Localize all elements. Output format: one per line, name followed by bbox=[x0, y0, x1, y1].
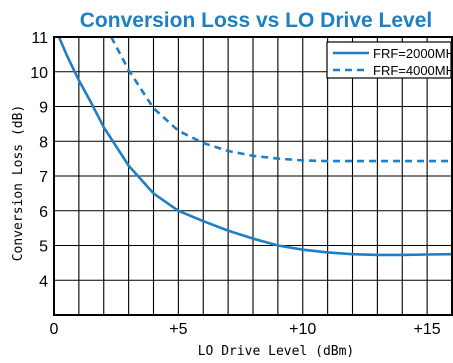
y-tick-label: 5 bbox=[39, 239, 48, 256]
plot-frame bbox=[53, 36, 453, 316]
series-group bbox=[57, 36, 453, 257]
grid bbox=[54, 37, 452, 315]
y-tick-label: 6 bbox=[39, 204, 48, 221]
y-tick-label: 7 bbox=[39, 169, 48, 186]
y-tick-labels: 4 5 6 7 8 9 10 11 bbox=[30, 30, 48, 290]
chart-title: Conversion Loss vs LO Drive Level bbox=[80, 9, 432, 32]
y-tick-label: 10 bbox=[30, 65, 48, 82]
series-line-1 bbox=[57, 36, 453, 257]
x-tick-label: +5 bbox=[169, 321, 187, 338]
y-tick-label: 11 bbox=[31, 30, 48, 47]
y-tick-label: 4 bbox=[39, 273, 48, 290]
legend-label-series-2: FRF=4000MHz bbox=[373, 63, 453, 78]
legend: FRF=2000MHz FRF=4000MHz bbox=[326, 41, 453, 79]
x-axis-label: LO Drive Level (dBm) bbox=[198, 344, 355, 359]
y-tick-label: 9 bbox=[39, 100, 48, 117]
x-tick-label: 0 bbox=[50, 321, 59, 338]
legend-box bbox=[326, 41, 452, 79]
y-tick-label: 8 bbox=[39, 134, 48, 151]
x-tick-label: +15 bbox=[414, 321, 441, 338]
x-tick-label: +10 bbox=[289, 321, 316, 338]
series-line-2 bbox=[110, 36, 452, 163]
x-tick-labels: 0 +5 +10 +15 bbox=[50, 321, 441, 338]
y-axis-label: Conversion Loss (dB) bbox=[11, 105, 26, 262]
legend-label-series-1: FRF=2000MHz bbox=[373, 46, 453, 61]
